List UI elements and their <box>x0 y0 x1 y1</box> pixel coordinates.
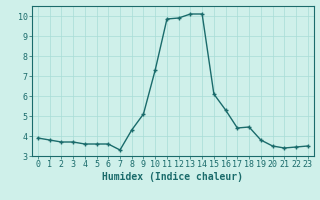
X-axis label: Humidex (Indice chaleur): Humidex (Indice chaleur) <box>102 172 243 182</box>
